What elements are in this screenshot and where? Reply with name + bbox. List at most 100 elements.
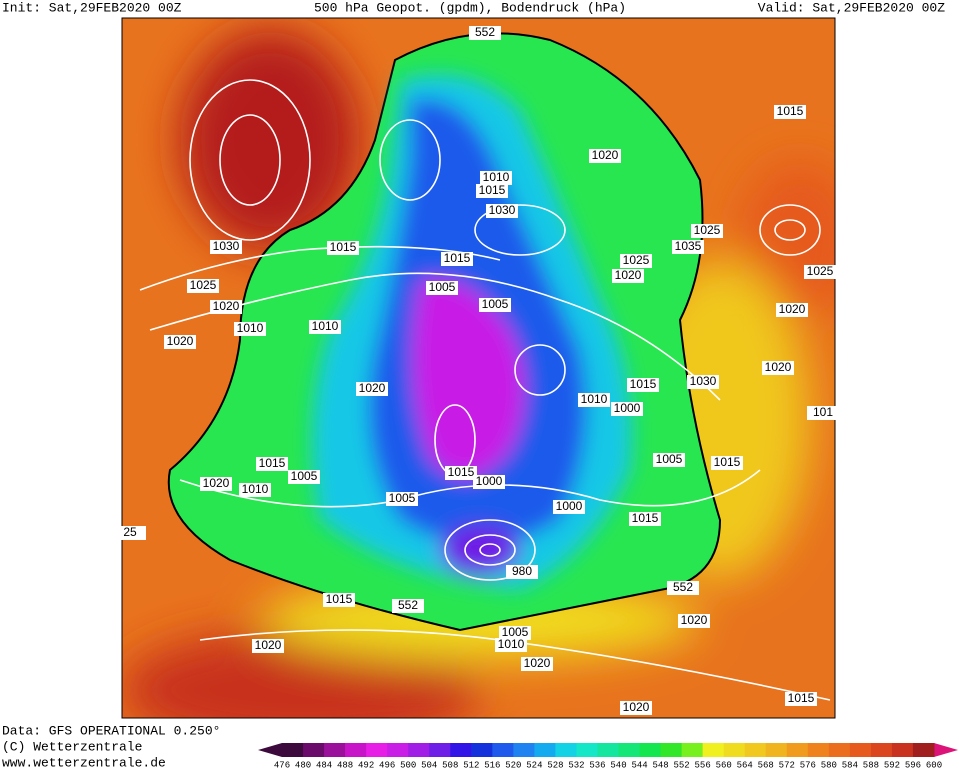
isobar-label-box — [473, 475, 505, 489]
isobar-label: 1005 — [656, 452, 683, 466]
isobar-label-box — [441, 252, 473, 266]
colorbar-swatch — [303, 743, 325, 757]
isobar-label: 101 — [813, 405, 833, 419]
isobar-label: 1020 — [203, 476, 230, 490]
isobar-label-box — [234, 322, 266, 336]
isobar-label-box — [506, 565, 538, 579]
isobar-label-box — [578, 393, 610, 407]
colorbar-label: 512 — [463, 760, 479, 770]
colorbar-label: 488 — [337, 760, 353, 770]
colorbar-swatch — [534, 743, 556, 757]
isobar-label-box — [807, 406, 839, 420]
colorbar-swatch — [366, 743, 388, 757]
isobar-label-box — [479, 298, 511, 312]
isobar-label: 1020 — [167, 334, 194, 348]
isobar-label: 1010 — [498, 637, 525, 651]
colorbar-swatch — [555, 743, 577, 757]
data-source: Data: GFS OPERATIONAL 0.250° — [2, 723, 220, 738]
isobar-label-box — [611, 402, 643, 416]
colorbar-label: 480 — [295, 760, 311, 770]
colorbar-label: 536 — [589, 760, 605, 770]
isobar-label: 1035 — [675, 239, 702, 253]
isobar-label-box — [114, 526, 146, 540]
isobar-label: 1015 — [444, 251, 471, 265]
isobar-label: 1015 — [479, 183, 506, 197]
colorbar-label: 544 — [631, 760, 647, 770]
colorbar-swatch — [639, 743, 662, 757]
colorbar-label: 584 — [842, 760, 858, 770]
isobar-label-box — [445, 466, 477, 480]
isobar-label: 1005 — [502, 625, 529, 639]
isobar-label-box — [200, 477, 232, 491]
colorbar-swatch — [870, 743, 893, 757]
colorbar-swatch — [786, 743, 809, 757]
isobar-label: 1015 — [632, 511, 659, 525]
colorbar-label: 524 — [526, 760, 542, 770]
isobar-label-box — [776, 303, 808, 317]
isobar-label-box — [495, 638, 527, 652]
isobar-label: 1030 — [690, 374, 717, 388]
isobar-label: 25 — [123, 525, 137, 539]
isobar-label-box — [553, 500, 585, 514]
isobar-label-box — [521, 657, 553, 671]
isobar-label: 1015 — [330, 240, 357, 254]
colorbar-swatch — [597, 743, 620, 757]
isobar-label: 1020 — [681, 613, 708, 627]
colorbar-swatch — [576, 743, 598, 757]
colorbar-swatch — [429, 743, 451, 757]
isobar-label-box — [785, 692, 817, 706]
isobar-label-box — [774, 105, 806, 119]
colorbar-swatch — [471, 743, 493, 757]
isobar-label-box — [589, 149, 621, 163]
isobar-label: 1000 — [614, 401, 641, 415]
colorbar-label: 520 — [505, 760, 521, 770]
valid-text: Valid: Sat,29FEB2020 00Z — [758, 0, 945, 15]
isobar-label: 552 — [673, 580, 693, 594]
isobar-label-box — [164, 335, 196, 349]
isobar-label-box — [678, 614, 710, 628]
isobar-label-box — [653, 453, 685, 467]
copyright: (C) Wetterzentrale — [2, 739, 142, 754]
isobar-label: 552 — [398, 598, 418, 612]
isobar-label-box — [480, 171, 512, 185]
isobar-label-box — [187, 279, 219, 293]
colorbar-swatch — [765, 743, 788, 757]
isobar-label-box — [426, 281, 458, 295]
isobar-label: 1020 — [623, 700, 650, 714]
colorbar-label: 572 — [779, 760, 795, 770]
colorbar-label: 476 — [274, 760, 290, 770]
isobar-label: 1010 — [237, 321, 264, 335]
colorbar-label: 500 — [400, 760, 416, 770]
isobar-label-box — [210, 300, 242, 314]
isobar-label: 1005 — [291, 469, 318, 483]
colorbar-swatch — [807, 743, 830, 757]
map-frame — [121, 17, 836, 719]
colorbar-label: 484 — [316, 760, 332, 770]
colorbar-label: 532 — [568, 760, 584, 770]
isobar-label: 1010 — [483, 170, 510, 184]
isobar-label-box — [629, 512, 661, 526]
isobar-label-box — [392, 599, 424, 613]
colorbar-swatch — [450, 743, 472, 757]
colorbar-label: 492 — [358, 760, 374, 770]
isobar-label-box — [612, 269, 644, 283]
colorbar-label: 496 — [379, 760, 395, 770]
colorbar-label: 568 — [758, 760, 774, 770]
url: www.wetterzentrale.de — [2, 755, 166, 770]
isobar-label: 980 — [512, 564, 532, 578]
isobar-label: 1015 — [326, 592, 353, 606]
colorbar-swatch — [681, 743, 704, 757]
isobar-label: 1005 — [389, 491, 416, 505]
isobar-label: 1025 — [190, 278, 217, 292]
isobar-label: 1020 — [359, 381, 386, 395]
isobar-label: 1015 — [448, 465, 475, 479]
isobar-label-box — [469, 26, 501, 40]
isobar-label-box — [627, 378, 659, 392]
isobar-label-box — [499, 626, 531, 640]
isobar-label: 1015 — [630, 377, 657, 391]
isobar-label-box — [762, 361, 794, 375]
isobar-label: 1015 — [788, 691, 815, 705]
colorbar-label: 600 — [926, 760, 942, 770]
